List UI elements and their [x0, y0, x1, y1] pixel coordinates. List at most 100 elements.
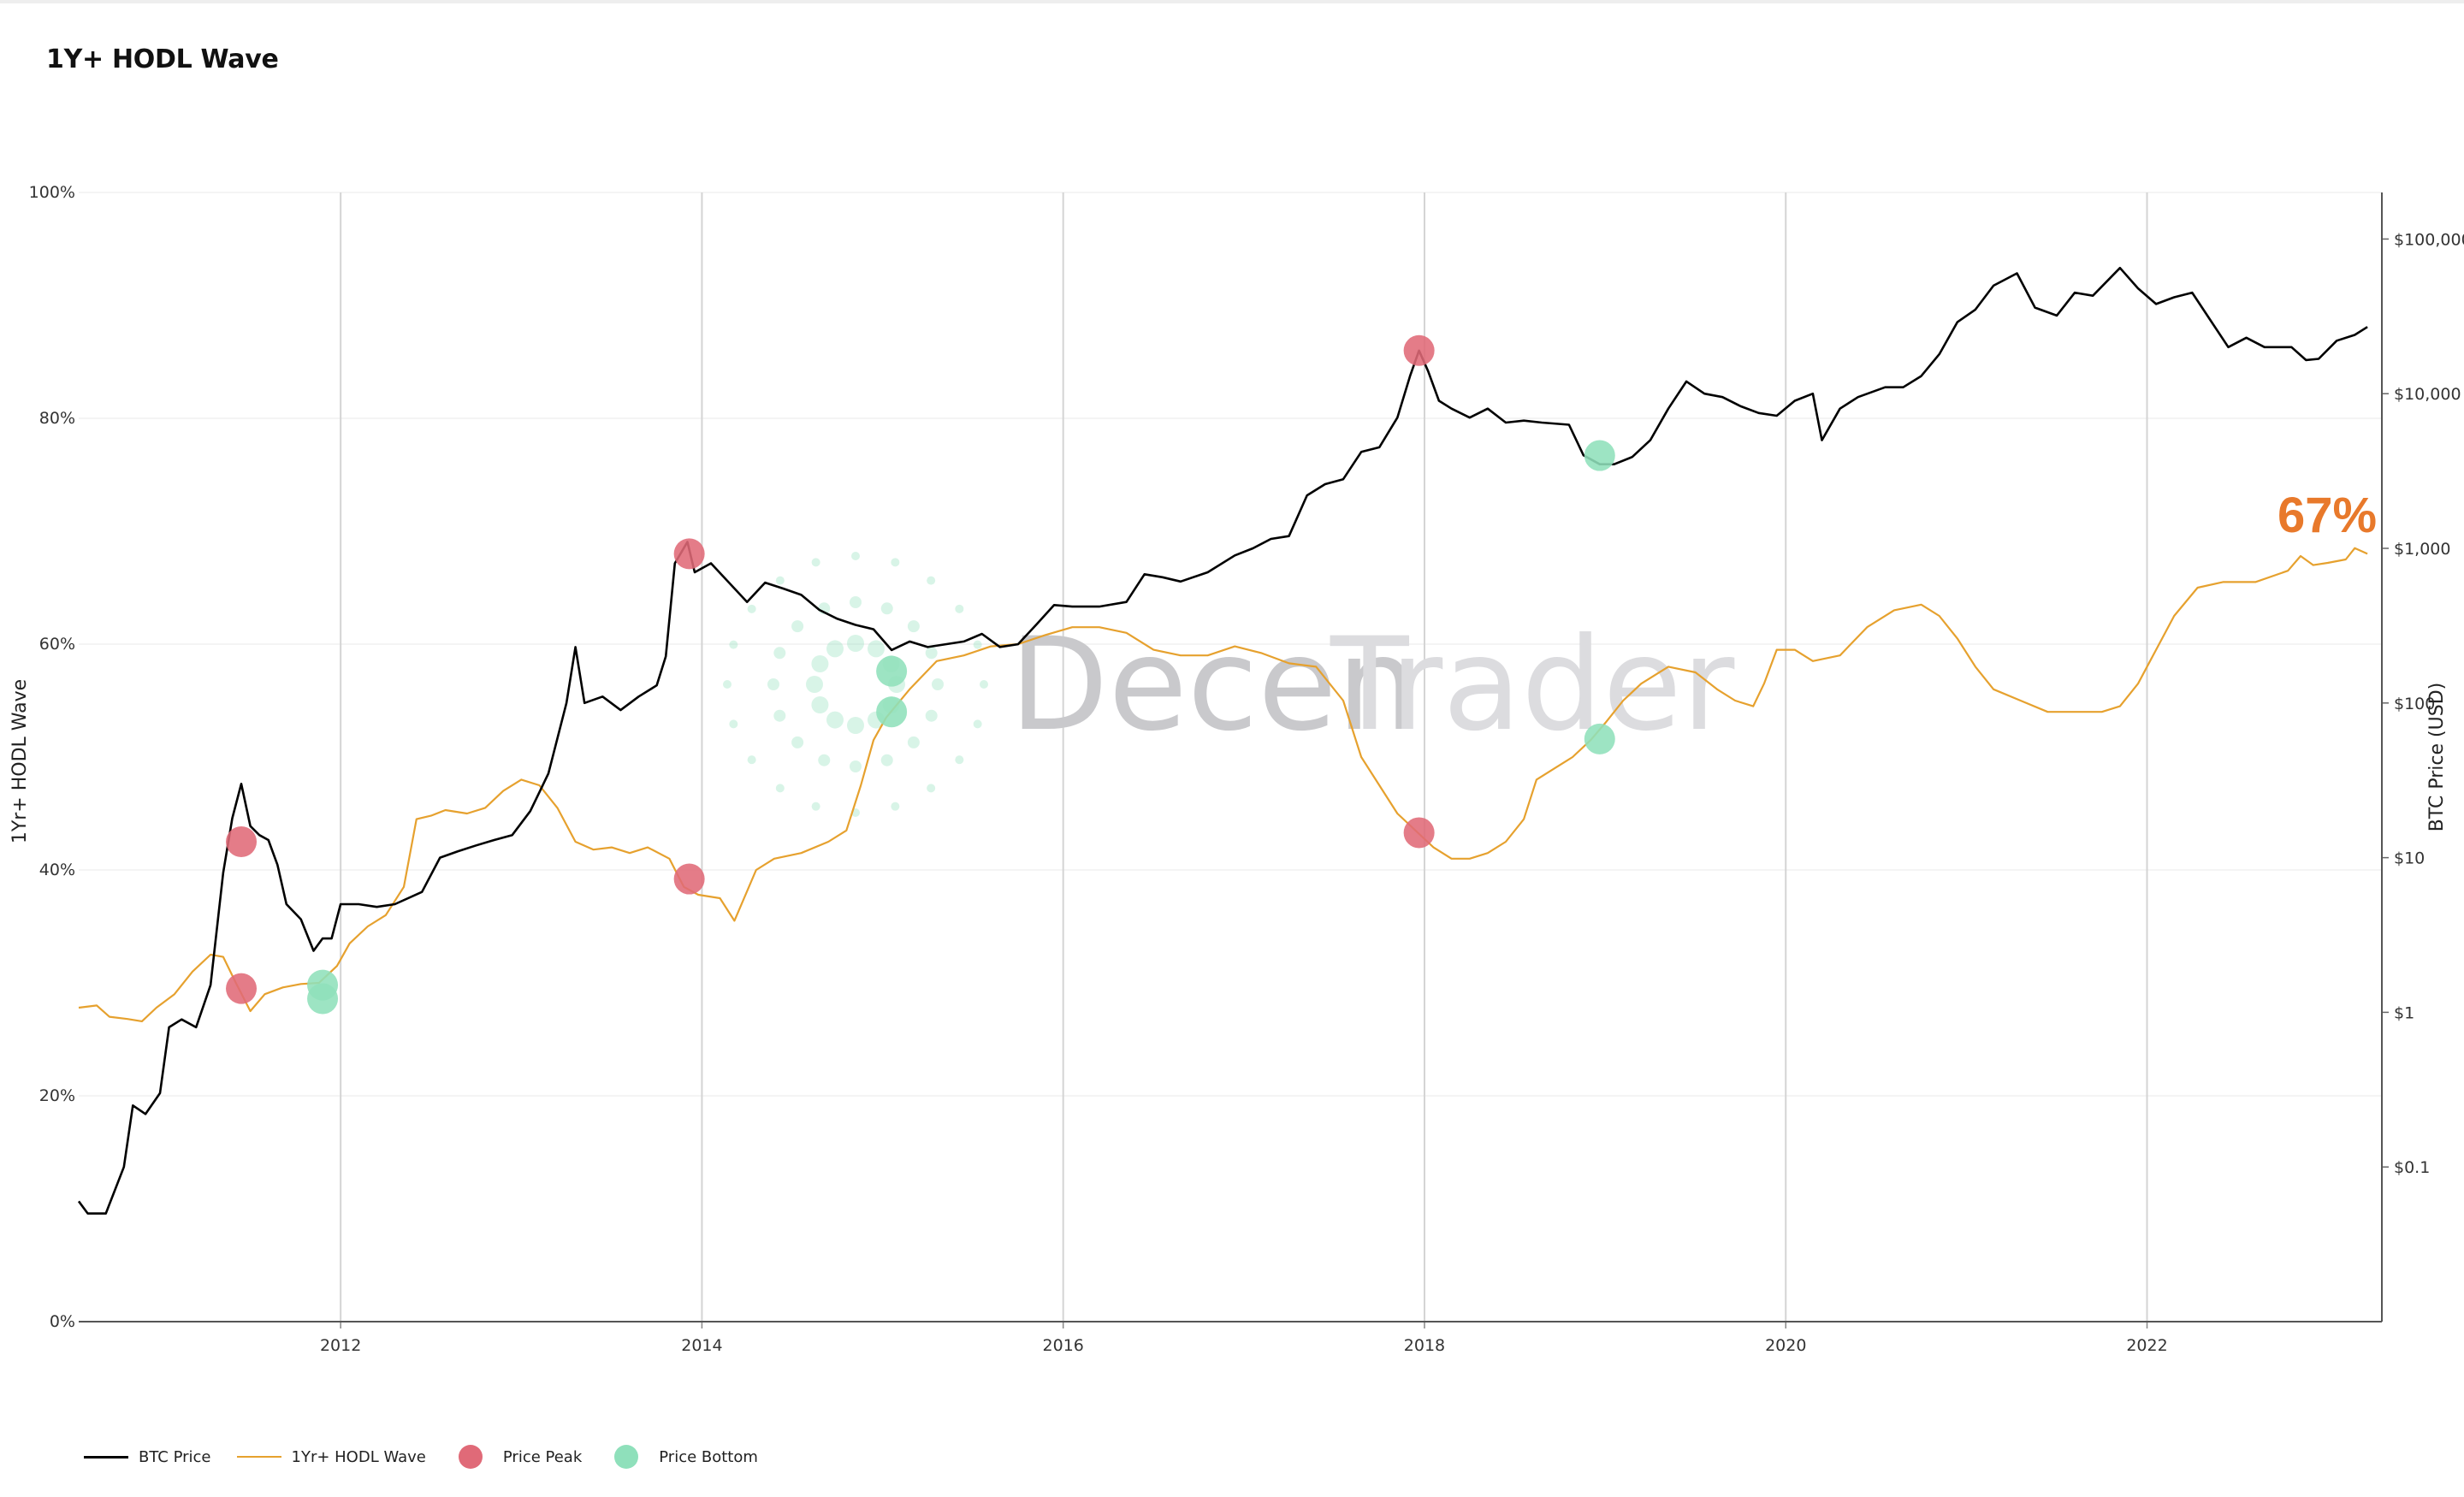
watermark-dot-3-7: [775, 784, 785, 793]
price-peak-marker-1: [226, 973, 258, 1004]
watermark-dot-2-15: [925, 647, 938, 660]
watermark-dot-1-6: [806, 676, 823, 693]
watermark: Decen Trader: [723, 552, 1735, 817]
watermark-dot-3-11: [729, 640, 738, 649]
watermark-dot-1-8: [826, 640, 844, 658]
watermark-dot-3-12: [747, 604, 756, 613]
x-tick-label-5: 2022: [2126, 1336, 2167, 1355]
legend-item-price-bottom[interactable]: Price Bottom: [607, 1445, 758, 1469]
watermark-dot-3-3: [927, 784, 936, 793]
watermark-dot-3-4: [891, 802, 900, 811]
legend-label-price-bottom: Price Bottom: [659, 1447, 758, 1466]
price-bottom-marker-3: [876, 696, 908, 728]
price-peak-marker-4: [1403, 334, 1435, 366]
watermark-dot-3-6: [811, 802, 820, 811]
watermark-dot-2-9: [773, 647, 786, 660]
legend-item-price-peak[interactable]: Price Peak: [452, 1445, 582, 1469]
watermark-dot-1-5: [811, 696, 829, 713]
legend: BTC Price 1Yr+ HODL Wave Price Peak Pric…: [84, 1444, 784, 1470]
y-left-tick-label-4: 80%: [39, 409, 75, 428]
legend-label-hodl-wave: 1Yr+ HODL Wave: [291, 1447, 426, 1466]
y-left-tick-label-0: 0%: [50, 1312, 75, 1331]
series-line-btc-price: [77, 266, 2368, 1215]
series-line-hodl-wave: [78, 547, 2368, 1022]
y-left-tick-label-3: 60%: [39, 635, 75, 654]
watermark-text-decen: Decen: [1010, 611, 1419, 760]
grid: [79, 192, 2382, 1322]
legend-dot-price-bottom: [614, 1445, 639, 1469]
watermark-dot-2-3: [880, 754, 893, 766]
y-right-tick-label-2: $10: [2394, 849, 2425, 868]
y-axis-left-title: 1Yr+ HODL Wave: [9, 679, 31, 843]
watermark-dot-1-9: [847, 635, 864, 652]
watermark-dot-2-0: [932, 678, 944, 690]
watermark-dot-3-8: [747, 755, 756, 765]
watermark-dot-3-17: [927, 576, 936, 585]
y-right-tick-label-5: $10,000: [2394, 385, 2461, 404]
legend-label-btc-price: BTC Price: [139, 1447, 211, 1466]
watermark-dot-3-15: [851, 552, 860, 560]
y-right-tick-label-0: $0.1: [2394, 1158, 2430, 1177]
y-right-tick-label-4: $1,000: [2394, 540, 2450, 559]
watermark-dot-2-12: [850, 596, 862, 608]
watermark-dot-2-1: [925, 709, 938, 722]
x-tick-label-2: 2016: [1043, 1336, 1084, 1355]
price-bottom-marker-2: [876, 655, 908, 687]
watermark-dot-2-5: [818, 754, 831, 766]
x-tick-label-4: 2020: [1765, 1336, 1806, 1355]
watermark-dot-2-8: [767, 678, 779, 690]
price-peak-marker-3: [673, 863, 705, 895]
y-left-tick-label-1: 20%: [39, 1086, 75, 1105]
x-tick-label-3: 2018: [1404, 1336, 1445, 1355]
price-peak-marker-0: [226, 826, 258, 857]
legend-item-hodl-wave[interactable]: 1Yr+ HODL Wave: [236, 1447, 426, 1466]
y-right-tick-label-1: $1: [2394, 1003, 2414, 1022]
watermark-logo-dots: [723, 552, 988, 817]
watermark-dot-1-10: [868, 640, 885, 658]
price-peak-marker-2: [673, 538, 705, 570]
watermark-dot-3-13: [775, 576, 785, 585]
y-left-tick-label-5: 100%: [29, 183, 75, 202]
price-peak-marker-5: [1403, 817, 1435, 849]
watermark-dot-1-3: [847, 717, 864, 734]
watermark-dot-2-10: [791, 620, 804, 633]
watermark-dot-2-4: [850, 760, 862, 772]
watermark-dot-2-7: [773, 709, 786, 722]
series-layer: [77, 266, 2368, 1215]
markers-layer: [226, 334, 1615, 1015]
watermark-dot-3-19: [973, 640, 982, 649]
watermark-dot-1-4: [826, 711, 844, 729]
watermark-dot-2-6: [791, 736, 804, 748]
watermark-dot-3-16: [891, 558, 900, 567]
chart-title: 1Y+ HODL Wave: [46, 44, 279, 74]
price-bottom-marker-4: [1584, 440, 1615, 471]
y-axis-right-title: BTC Price (USD): [2426, 683, 2448, 831]
current-value-annotation: 67%: [2277, 488, 2377, 543]
watermark-dot-3-14: [811, 558, 820, 567]
watermark-dot-3-18: [955, 604, 964, 613]
watermark-dot-3-9: [729, 719, 738, 729]
watermark-dot-2-13: [880, 602, 893, 615]
y-right-tick-label-3: $100: [2394, 695, 2435, 713]
legend-line-btc-price: [84, 1455, 128, 1459]
x-tick-label-1: 2014: [681, 1336, 722, 1355]
watermark-dot-3-0: [980, 680, 988, 689]
watermark-dot-3-10: [723, 680, 732, 689]
watermark-dot-2-2: [907, 736, 920, 748]
legend-item-btc-price[interactable]: BTC Price: [84, 1448, 211, 1466]
x-tick-label-0: 2012: [320, 1336, 361, 1355]
watermark-text-trader: Trader: [1330, 611, 1735, 760]
legend-label-price-peak: Price Peak: [502, 1447, 583, 1466]
legend-line-hodl-wave: [236, 1456, 281, 1458]
price-bottom-marker-5: [1584, 723, 1615, 754]
watermark-dot-1-7: [811, 655, 829, 672]
axes: 0% 20% 40% 60% 80% 100% 2012 2014 2016 2018 2020 20…: [29, 183, 2464, 1355]
y-left-tick-label-2: 40%: [39, 861, 75, 879]
watermark-dot-3-1: [973, 719, 982, 729]
watermark-dot-2-14: [907, 620, 920, 633]
price-bottom-marker-1: [307, 983, 339, 1015]
y-right-tick-label-6: $100,000: [2394, 230, 2464, 249]
legend-dot-price-peak: [458, 1445, 483, 1469]
